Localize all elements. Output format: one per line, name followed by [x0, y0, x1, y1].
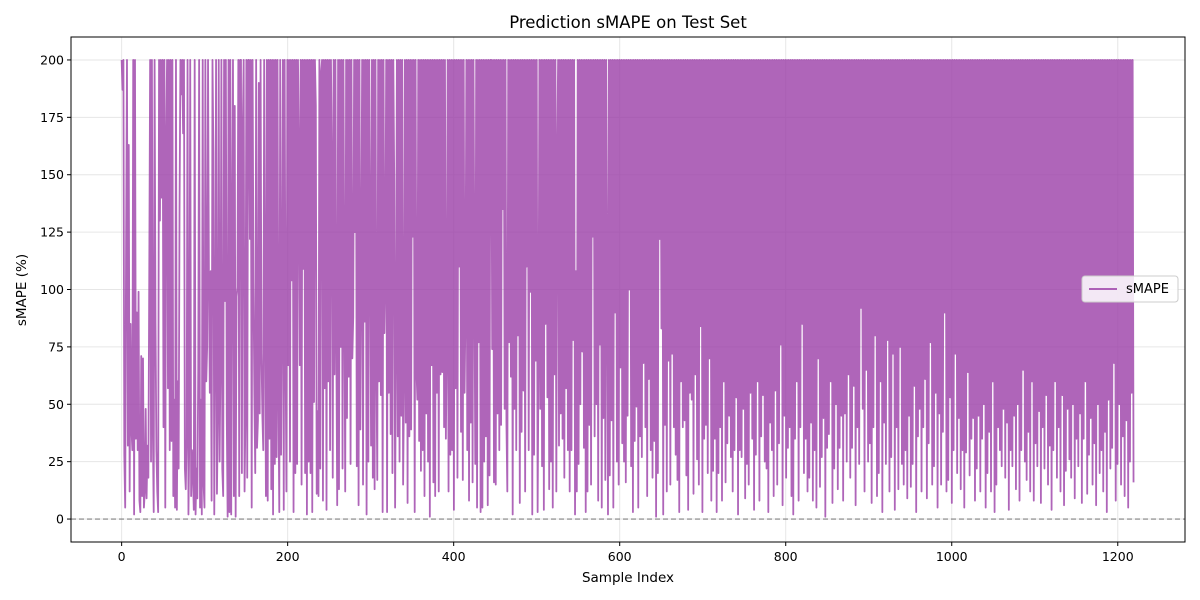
x-tick-label: 200 — [276, 549, 300, 564]
y-tick-label: 150 — [40, 167, 64, 182]
series-line-smape — [120, 59, 1135, 518]
y-tick-label: 200 — [40, 52, 64, 67]
x-tick-label: 1000 — [936, 549, 968, 564]
x-tick-label: 800 — [774, 549, 798, 564]
x-tick-label: 400 — [442, 549, 466, 564]
chart-title: Prediction sMAPE on Test Set — [509, 13, 747, 32]
y-tick-label: 125 — [40, 225, 64, 240]
y-axis-ticks: 0 25 50 75 100 125 150 175 200 — [40, 52, 71, 527]
series-layer — [120, 59, 1135, 518]
y-axis-label: sMAPE (%) — [14, 254, 30, 326]
y-tick-label: 175 — [40, 110, 64, 125]
y-tick-label: 75 — [48, 339, 64, 354]
legend-label-smape: sMAPE — [1126, 282, 1169, 297]
legend-box — [1081, 275, 1179, 303]
y-tick-label: 25 — [48, 454, 64, 469]
x-axis-ticks: 0 200 400 600 800 1000 1200 — [118, 542, 1134, 564]
x-tick-label: 600 — [608, 549, 632, 564]
x-tick-label: 0 — [118, 549, 126, 564]
y-tick-label: 100 — [40, 282, 64, 297]
x-axis-label: Sample Index — [582, 570, 674, 586]
y-tick-label: 50 — [48, 397, 64, 412]
legend: sMAPE — [1081, 275, 1179, 303]
x-tick-label: 1200 — [1102, 549, 1134, 564]
y-tick-label: 0 — [56, 512, 64, 527]
